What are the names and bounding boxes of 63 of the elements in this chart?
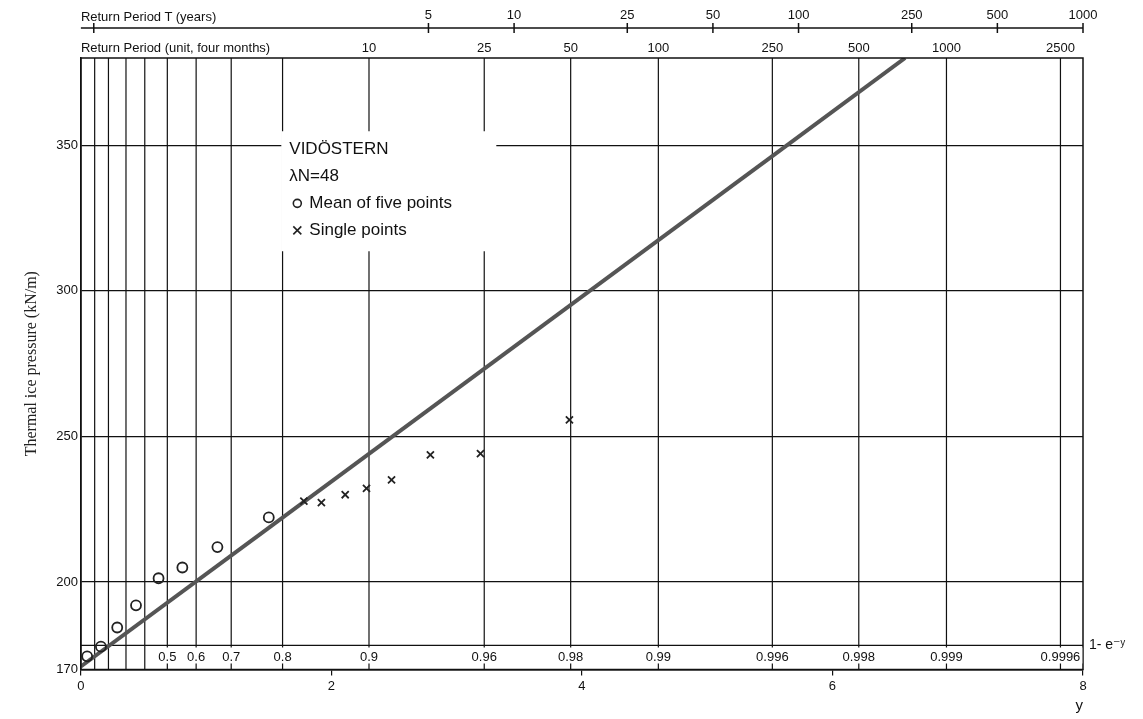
point <box>564 415 574 425</box>
annotation: VIDÖSTERN <box>289 139 389 159</box>
annotation: 100 <box>647 40 670 56</box>
point <box>476 449 485 459</box>
y-tick-label: 250 <box>56 428 78 444</box>
annotation: 0.7 <box>222 648 241 664</box>
x-axis-title: y <box>1075 696 1084 714</box>
annotation: 0.998 <box>842 648 876 664</box>
text: 1- e⁻ʸ <box>1089 636 1126 653</box>
point <box>425 450 435 460</box>
annotation: 0.996 <box>756 648 789 664</box>
point <box>81 650 94 663</box>
annotation: 250 <box>761 40 784 56</box>
x-tick-label: 4 <box>578 677 586 693</box>
y-tick-label: 300 <box>56 282 78 298</box>
annotation: 0.98 <box>558 648 584 664</box>
x2-tick-label: 10 <box>506 7 522 23</box>
annotation: 2500 <box>1045 40 1075 56</box>
annotation: 50 <box>563 40 578 56</box>
x2-tick-label: 1000 <box>1068 7 1098 23</box>
text: Return Period (unit, four months) <box>80 40 271 56</box>
point <box>152 572 165 585</box>
x2-tick-label: 5 <box>424 7 433 23</box>
x-tick-label: 2 <box>327 677 336 693</box>
point <box>387 475 396 485</box>
x2-tick-label: 100 <box>787 7 810 23</box>
point <box>299 496 309 506</box>
x-tick-label: 0 <box>77 677 85 693</box>
legend-label: Mean of five points <box>309 193 453 213</box>
point <box>262 511 275 524</box>
y-tick-label: 350 <box>56 136 78 152</box>
x2-axis-title: Return Period T (years) <box>80 9 217 25</box>
annotation: 0.5 <box>158 648 177 664</box>
x-tick-label: 6 <box>828 677 837 693</box>
legend-label: Single points <box>309 220 407 240</box>
y-tick-label: 170 <box>56 660 78 676</box>
annotation: 0.9 <box>359 648 379 664</box>
point <box>340 490 350 500</box>
point <box>130 599 142 612</box>
annotation: 0.9996 <box>1040 648 1081 664</box>
x2-tick-label: 50 <box>705 7 721 23</box>
point <box>211 541 224 554</box>
x2-tick-label: 250 <box>900 7 923 23</box>
annotation: 1000 <box>932 40 961 56</box>
annotation: 500 <box>847 40 870 56</box>
annotation: 0.99 <box>645 648 672 664</box>
point <box>176 561 189 574</box>
annotation: 25 <box>477 40 492 56</box>
annotation: 10 <box>361 40 377 56</box>
annotation: 0.8 <box>273 648 292 664</box>
annotation: 0.96 <box>471 648 497 664</box>
point <box>111 621 124 634</box>
annotation: 0.999 <box>930 648 963 664</box>
y-axis-title: Thermal ice pressure (kN/m) <box>21 271 40 457</box>
point <box>362 483 371 493</box>
y-tick-label: 200 <box>56 573 78 589</box>
x2-tick-label: 500 <box>986 7 1009 23</box>
point <box>316 498 326 508</box>
annotation: λN=48 <box>289 166 339 186</box>
annotation: 0.6 <box>187 648 206 664</box>
x2-tick-label: 25 <box>620 7 635 23</box>
point <box>95 640 107 653</box>
x-tick-label: 8 <box>1079 677 1087 693</box>
